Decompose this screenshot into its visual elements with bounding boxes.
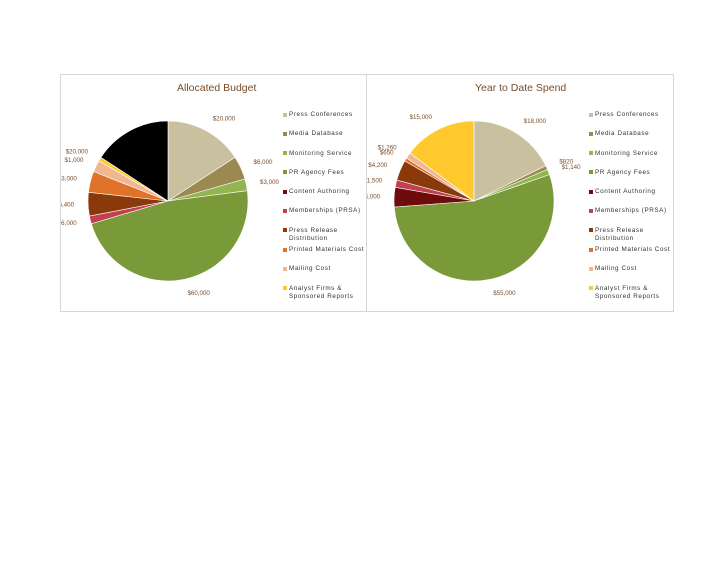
data-label: $5,400 <box>61 202 75 209</box>
legend-swatch <box>283 208 287 213</box>
data-label: $650 <box>380 149 394 156</box>
legend-label: Analyst Firms & Sponsored Reports <box>289 284 354 300</box>
data-label: $1,260 <box>378 145 397 152</box>
legend-label: Mailing Cost <box>595 265 637 273</box>
legend-label: Media Database <box>289 130 344 138</box>
legend-swatch <box>589 189 593 194</box>
data-label: $4,200 <box>368 162 387 169</box>
legend-swatch <box>589 170 593 175</box>
year-to-date-spend-pie: $18,000 $820$1,140 $55,000 $4,000 $1,500 $4,2… <box>367 114 581 297</box>
data-label: $3,000 <box>260 179 279 186</box>
chart-title: Allocated Budget <box>177 82 257 94</box>
legend-label: Press Release Distribution <box>595 226 644 242</box>
legend-swatch <box>589 151 593 156</box>
allocated-budget-chart: Allocated Budget $20,000 $6,000 $3,000 $60,… <box>60 74 368 312</box>
allocated-budget-pie: $20,000 $6,000 $3,000 $60,000 $6,000 $5,400 $3… <box>61 115 280 297</box>
legend-label: Printed Materials Cost <box>289 246 365 254</box>
legend-label: Press Conferences <box>595 111 659 118</box>
data-label: $55,000 <box>493 290 516 297</box>
legend-swatch <box>589 286 593 291</box>
legend-label: Content Authoring <box>595 188 656 196</box>
data-label: $6,000 <box>61 220 77 227</box>
data-label: $1,000 <box>65 157 84 164</box>
data-label: $4,000 <box>367 193 381 200</box>
legend-label: Monitoring Service <box>595 149 658 157</box>
legend-label: Media Database <box>595 130 650 138</box>
data-label: $20,000 <box>66 149 89 156</box>
legend-swatch <box>589 112 593 117</box>
legend-swatch <box>283 286 287 291</box>
year-to-date-spend-chart: Year to Date Spend $18,000 $820 $1,140 $55,… <box>366 74 674 312</box>
legend-swatch <box>283 247 287 252</box>
legend-swatch <box>283 131 287 136</box>
legend-swatch <box>283 112 287 117</box>
data-label: $1,500 <box>367 178 383 185</box>
legend-swatch <box>589 228 593 233</box>
data-label: $20,000 <box>213 115 236 122</box>
legend-label: Monitoring Service <box>289 149 352 157</box>
legend-swatch <box>589 266 593 271</box>
legend-label: Memberships (PRSA) <box>595 207 667 215</box>
pie-slice <box>473 120 547 202</box>
legend-swatch <box>589 131 593 136</box>
legend-swatch <box>283 151 287 156</box>
data-label: $6,000 <box>254 159 273 166</box>
legend-label: Content Authoring <box>289 188 350 196</box>
data-label: $15,000 <box>410 114 433 121</box>
legend-label: Press Conferences <box>289 111 353 118</box>
data-label: $3,000 <box>61 175 77 182</box>
data-label: $18,000 <box>524 118 547 125</box>
pie-slice <box>90 190 249 282</box>
pie-slice <box>167 120 236 202</box>
legend-label: Printed Materials Cost <box>595 246 671 254</box>
pie-slice <box>393 174 555 282</box>
chart-title: Year to Date Spend <box>475 82 567 94</box>
legend-label: PR Agency Fees <box>289 168 345 176</box>
data-label: $1,140 <box>562 164 581 171</box>
legend-swatch <box>283 266 287 271</box>
legend-swatch <box>283 189 287 194</box>
legend-swatch <box>283 170 287 175</box>
legend-label: PR Agency Fees <box>595 168 651 176</box>
legend-label: Mailing Cost <box>289 265 331 273</box>
legend-label: Press Release Distribution <box>289 226 338 242</box>
pie-slice <box>100 120 169 202</box>
legend-label: Memberships (PRSA) <box>289 207 361 215</box>
data-label: $820 <box>559 159 573 166</box>
legend-swatch <box>589 247 593 252</box>
legend-label: Analyst Firms & Sponsored Reports <box>595 284 660 300</box>
pie-slice <box>409 120 475 202</box>
legend-swatch <box>589 208 593 213</box>
legend-swatch <box>283 228 287 233</box>
data-label: $60,000 <box>187 290 210 297</box>
